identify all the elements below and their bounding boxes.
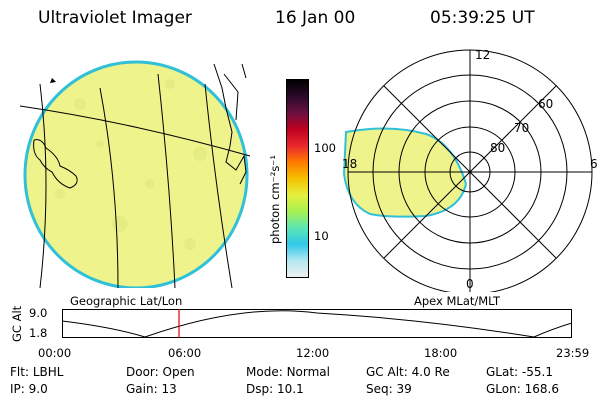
timeline-y-label-max: 9.0 (29, 306, 48, 320)
info-glat-label: GLat: (486, 365, 519, 379)
polar-image: 12 0 18 6 60 70 80 (342, 48, 598, 292)
small-marker-icon (50, 78, 56, 83)
info-door-value: Open (162, 365, 195, 379)
info-dsp-label: Dsp: (246, 382, 274, 396)
info-door-label: Door: (126, 365, 159, 379)
timeline-x-label-0000: 00:00 (38, 346, 72, 360)
info-flt: Flt: LBHL (10, 365, 63, 379)
auroral-disk (23, 60, 249, 288)
info-seq: Seq: 39 (366, 382, 412, 396)
info-mode: Mode: Normal (246, 365, 330, 379)
auroral-oval-region (342, 127, 468, 218)
instrument-title: Ultraviolet Imager (38, 8, 192, 28)
info-ip-value: 9.0 (28, 382, 48, 396)
timeline-x-label-1800: 18:00 (424, 346, 458, 360)
intensity-colorbar (286, 79, 309, 278)
timeline-y-label-min: 1.8 (29, 326, 48, 340)
lat-lon-grid (19, 73, 251, 288)
info-dsp-value: 10.1 (276, 382, 304, 396)
info-mode-label: Mode: (246, 365, 283, 379)
mlat-label-60: 60 (538, 97, 553, 111)
colorbar-tick-10: 10 (314, 229, 329, 243)
info-gain: Gain: 13 (126, 382, 177, 396)
info-gcalt-label: GC Alt: (366, 365, 408, 379)
altitude-timeline (62, 309, 572, 338)
info-seq-value: 39 (396, 382, 412, 396)
info-gcalt: GC Alt: 4.0 Re (366, 365, 450, 379)
timeline-x-label-0600: 06:00 (168, 346, 202, 360)
info-door: Door: Open (126, 365, 195, 379)
info-ip-label: IP: (10, 382, 25, 396)
geographic-image (19, 60, 251, 288)
info-glon: GLon: 168.6 (486, 382, 559, 396)
mlt-label-left: 18 (342, 157, 357, 171)
info-ip: IP: 9.0 (10, 382, 48, 396)
mlt-label-right: 6 (590, 157, 598, 171)
timeline-x-label-2359: 23:59 (556, 346, 590, 360)
altitude-curve (62, 310, 572, 338)
colorbar-tick-100: 100 (314, 141, 336, 155)
geo-panel-label: Geographic Lat/Lon (70, 294, 183, 308)
info-glon-value: 168.6 (524, 382, 559, 396)
info-mode-value: Normal (286, 365, 330, 379)
info-flt-label: Flt: (10, 365, 29, 379)
info-seq-label: Seq: (366, 382, 393, 396)
info-flt-value: LBHL (32, 365, 64, 379)
info-gcalt-value: 4.0 Re (411, 365, 450, 379)
info-glat: GLat: -55.1 (486, 365, 553, 379)
colorbar-unit-label: photon cm⁻²s⁻¹ (268, 155, 282, 244)
mlat-label-70: 70 (514, 121, 529, 135)
info-gain-label: Gain: (126, 382, 158, 396)
coastlines (33, 63, 247, 189)
info-glat-value: -55.1 (521, 365, 553, 379)
info-gain-value: 13 (161, 382, 177, 396)
time-label: 05:39:25 UT (430, 8, 535, 28)
timeline-axis-title: GC Alt (10, 305, 24, 342)
mlat-grid (347, 49, 593, 292)
mlt-label-top: 12 (475, 48, 490, 62)
polar-panel-label: Apex MLat/MLT (414, 294, 501, 308)
mlt-label-bottom: 0 (466, 277, 474, 291)
date-label: 16 Jan 00 (275, 8, 356, 28)
info-dsp: Dsp: 10.1 (246, 382, 304, 396)
timeline-x-label-1200: 12:00 (296, 346, 330, 360)
info-glon-label: GLon: (486, 382, 521, 396)
mlat-label-80: 80 (490, 141, 505, 155)
